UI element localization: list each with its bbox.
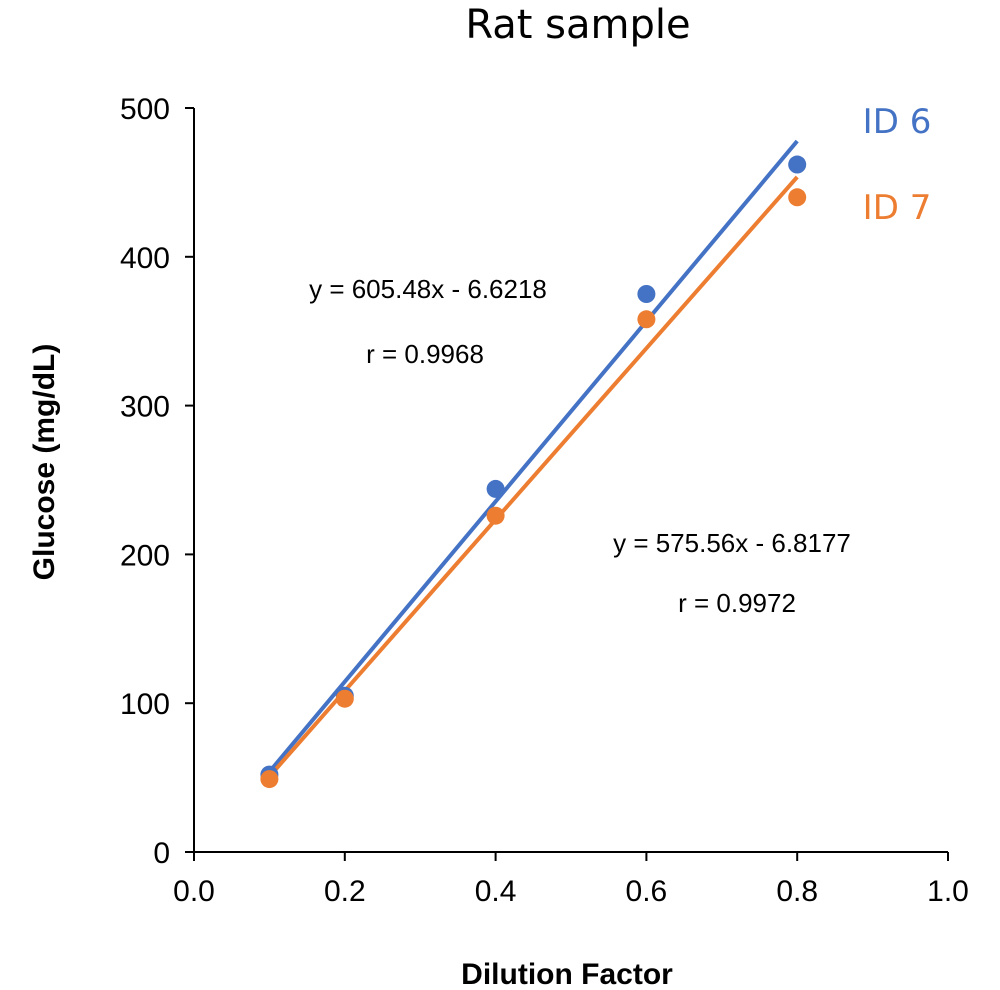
data-point-id7 [260, 770, 279, 789]
x-tick-label: 0.2 [324, 875, 366, 908]
x-tick-label: 1.0 [927, 875, 969, 908]
data-point-id6 [637, 285, 656, 303]
equation-id6: y = 605.48x - 6.6218 [309, 274, 547, 304]
y-tick-label: 100 [120, 688, 170, 721]
x-axis-title: Dilution Factor [461, 958, 673, 990]
x-tick-label: 0.8 [776, 875, 818, 908]
data-point-id6 [788, 155, 807, 174]
legend-label-id6: ID 6 [863, 102, 932, 142]
x-tick-label: 0.4 [475, 875, 517, 908]
y-axis-title: Glucose (mg/dL) [28, 344, 61, 581]
x-tick-label: 0.6 [626, 875, 668, 908]
data-point-id7 [335, 689, 354, 708]
x-tick-label: 0.0 [173, 875, 215, 908]
legend-label-id7: ID 7 [863, 188, 932, 228]
y-tick-label: 500 [120, 93, 170, 126]
trendline-id7 [267, 175, 799, 778]
x-ticks: 0.0 0.2 0.4 0.6 0.8 1.0 [173, 852, 969, 908]
data-point-id7 [788, 188, 807, 207]
r-value-id6: r = 0.9968 [366, 339, 484, 369]
y-ticks: 0 100 200 300 400 500 [120, 93, 194, 870]
y-tick-label: 300 [120, 391, 170, 424]
chart-title: Rat sample [465, 2, 690, 48]
equation-id7: y = 575.56x - 6.8177 [613, 528, 851, 558]
data-point-id6 [486, 479, 505, 498]
y-tick-label: 200 [120, 539, 170, 572]
data-point-id7 [637, 310, 656, 329]
r-value-id7: r = 0.9972 [678, 588, 796, 618]
trendlines [267, 139, 799, 778]
y-tick-label: 0 [153, 837, 170, 870]
data-points [260, 155, 807, 789]
axes [193, 108, 948, 853]
data-point-id7 [486, 506, 505, 525]
trendline-id6 [267, 139, 799, 774]
y-tick-label: 400 [120, 242, 170, 275]
